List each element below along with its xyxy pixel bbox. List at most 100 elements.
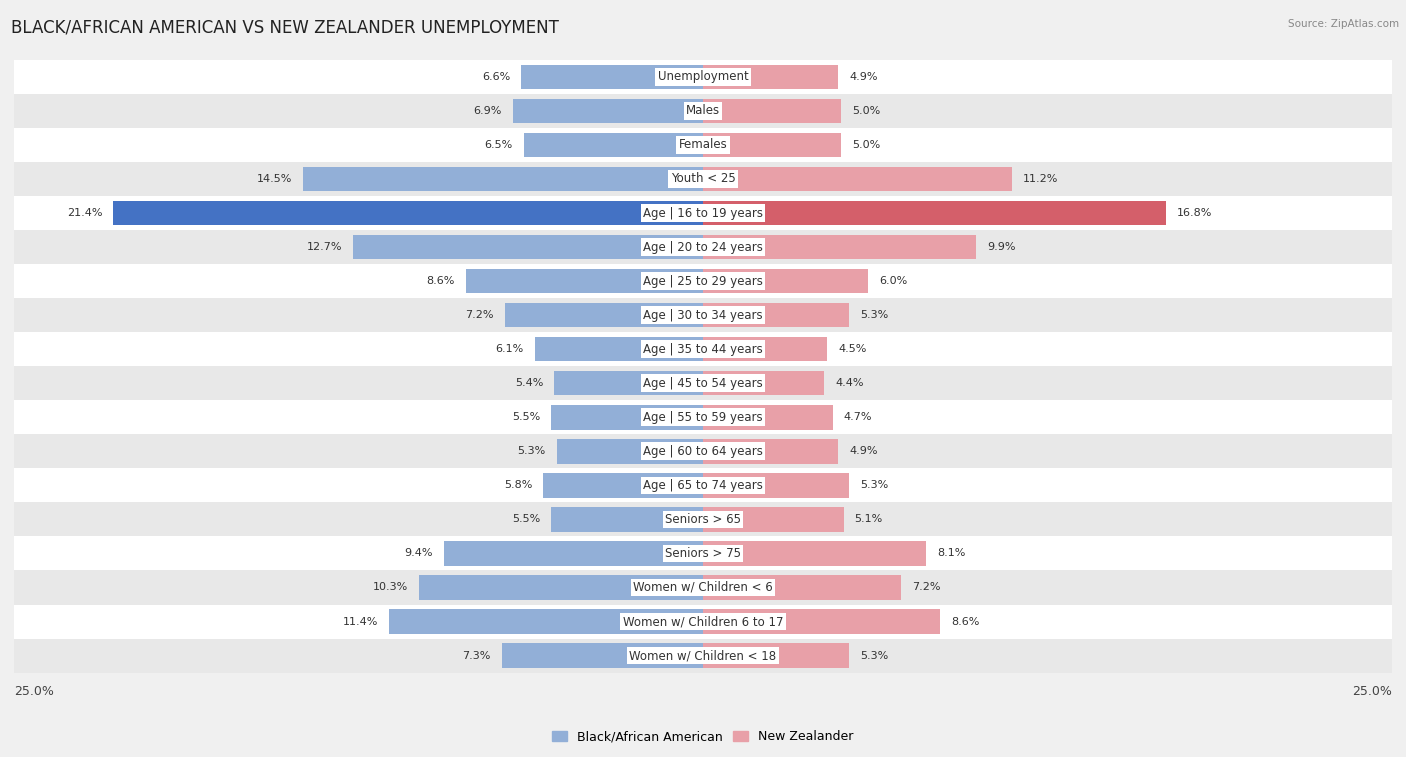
Bar xyxy=(703,609,941,634)
Text: 12.7%: 12.7% xyxy=(307,242,342,252)
Text: 9.4%: 9.4% xyxy=(405,549,433,559)
Text: 9.9%: 9.9% xyxy=(987,242,1015,252)
Text: Age | 20 to 24 years: Age | 20 to 24 years xyxy=(643,241,763,254)
Text: Seniors > 65: Seniors > 65 xyxy=(665,513,741,526)
Bar xyxy=(703,405,832,429)
Bar xyxy=(0,605,1406,639)
Bar xyxy=(551,405,703,429)
Text: 4.9%: 4.9% xyxy=(849,72,877,82)
Bar xyxy=(0,469,1406,503)
Bar xyxy=(703,337,827,361)
Text: 11.4%: 11.4% xyxy=(343,616,378,627)
Text: Age | 65 to 74 years: Age | 65 to 74 years xyxy=(643,479,763,492)
Bar xyxy=(389,609,703,634)
Text: Age | 60 to 64 years: Age | 60 to 64 years xyxy=(643,445,763,458)
Bar xyxy=(703,132,841,157)
Text: Women w/ Children 6 to 17: Women w/ Children 6 to 17 xyxy=(623,615,783,628)
Text: Women w/ Children < 6: Women w/ Children < 6 xyxy=(633,581,773,594)
Bar xyxy=(703,64,838,89)
Text: 8.6%: 8.6% xyxy=(950,616,980,627)
Bar xyxy=(353,235,703,260)
Bar xyxy=(502,643,703,668)
Text: 5.0%: 5.0% xyxy=(852,106,880,116)
Text: 16.8%: 16.8% xyxy=(1177,208,1212,218)
Text: 14.5%: 14.5% xyxy=(257,174,292,184)
Bar xyxy=(0,94,1406,128)
Bar xyxy=(444,541,703,565)
Bar xyxy=(0,60,1406,94)
Text: 6.6%: 6.6% xyxy=(482,72,510,82)
Bar xyxy=(551,507,703,531)
Bar xyxy=(703,167,1012,192)
Text: 5.5%: 5.5% xyxy=(512,413,540,422)
Bar xyxy=(505,303,703,327)
Text: Age | 16 to 19 years: Age | 16 to 19 years xyxy=(643,207,763,220)
Bar xyxy=(0,435,1406,469)
Text: 5.0%: 5.0% xyxy=(852,140,880,150)
Bar xyxy=(0,503,1406,537)
Bar xyxy=(0,230,1406,264)
Text: Unemployment: Unemployment xyxy=(658,70,748,83)
Text: 5.1%: 5.1% xyxy=(855,515,883,525)
Text: 5.3%: 5.3% xyxy=(517,447,546,456)
Bar xyxy=(703,98,841,123)
Text: 7.2%: 7.2% xyxy=(912,582,941,593)
Text: Age | 30 to 34 years: Age | 30 to 34 years xyxy=(643,309,763,322)
Text: Source: ZipAtlas.com: Source: ZipAtlas.com xyxy=(1288,19,1399,29)
Text: 7.3%: 7.3% xyxy=(463,650,491,661)
Bar xyxy=(0,366,1406,400)
Text: 4.9%: 4.9% xyxy=(849,447,877,456)
Bar xyxy=(703,235,976,260)
Bar xyxy=(703,201,1166,226)
Text: 5.5%: 5.5% xyxy=(512,515,540,525)
Bar xyxy=(0,571,1406,605)
Text: 8.6%: 8.6% xyxy=(426,276,456,286)
Text: Males: Males xyxy=(686,104,720,117)
Text: 4.5%: 4.5% xyxy=(838,344,866,354)
Bar xyxy=(513,98,703,123)
Bar xyxy=(0,264,1406,298)
Text: Women w/ Children < 18: Women w/ Children < 18 xyxy=(630,649,776,662)
Bar xyxy=(0,639,1406,673)
Bar xyxy=(465,269,703,294)
Text: 8.1%: 8.1% xyxy=(938,549,966,559)
Text: Females: Females xyxy=(679,139,727,151)
Text: 6.5%: 6.5% xyxy=(485,140,513,150)
Legend: Black/African American, New Zealander: Black/African American, New Zealander xyxy=(547,725,859,748)
Bar xyxy=(703,643,849,668)
Text: 6.1%: 6.1% xyxy=(496,344,524,354)
Bar xyxy=(703,439,838,463)
Text: 10.3%: 10.3% xyxy=(373,582,408,593)
Text: 5.3%: 5.3% xyxy=(860,310,889,320)
Bar xyxy=(703,473,849,497)
Text: 21.4%: 21.4% xyxy=(66,208,103,218)
Bar xyxy=(543,473,703,497)
Text: Age | 25 to 29 years: Age | 25 to 29 years xyxy=(643,275,763,288)
Text: 5.4%: 5.4% xyxy=(515,378,543,388)
Bar xyxy=(0,298,1406,332)
Bar xyxy=(557,439,703,463)
Bar xyxy=(0,400,1406,435)
Text: BLACK/AFRICAN AMERICAN VS NEW ZEALANDER UNEMPLOYMENT: BLACK/AFRICAN AMERICAN VS NEW ZEALANDER … xyxy=(11,19,560,37)
Text: 5.3%: 5.3% xyxy=(860,481,889,491)
Bar xyxy=(703,541,927,565)
Text: Age | 35 to 44 years: Age | 35 to 44 years xyxy=(643,343,763,356)
Text: 4.4%: 4.4% xyxy=(835,378,863,388)
Text: Youth < 25: Youth < 25 xyxy=(671,173,735,185)
Text: 4.7%: 4.7% xyxy=(844,413,872,422)
Bar xyxy=(703,303,849,327)
Text: 6.0%: 6.0% xyxy=(879,276,908,286)
Bar xyxy=(419,575,703,600)
Bar xyxy=(0,162,1406,196)
Bar xyxy=(0,537,1406,571)
Text: 11.2%: 11.2% xyxy=(1022,174,1059,184)
Text: 5.8%: 5.8% xyxy=(503,481,531,491)
Text: Age | 55 to 59 years: Age | 55 to 59 years xyxy=(643,411,763,424)
Text: Seniors > 75: Seniors > 75 xyxy=(665,547,741,560)
Bar xyxy=(0,196,1406,230)
Bar xyxy=(703,507,844,531)
Bar xyxy=(0,332,1406,366)
Text: 25.0%: 25.0% xyxy=(14,685,53,698)
Text: 6.9%: 6.9% xyxy=(474,106,502,116)
Bar xyxy=(304,167,703,192)
